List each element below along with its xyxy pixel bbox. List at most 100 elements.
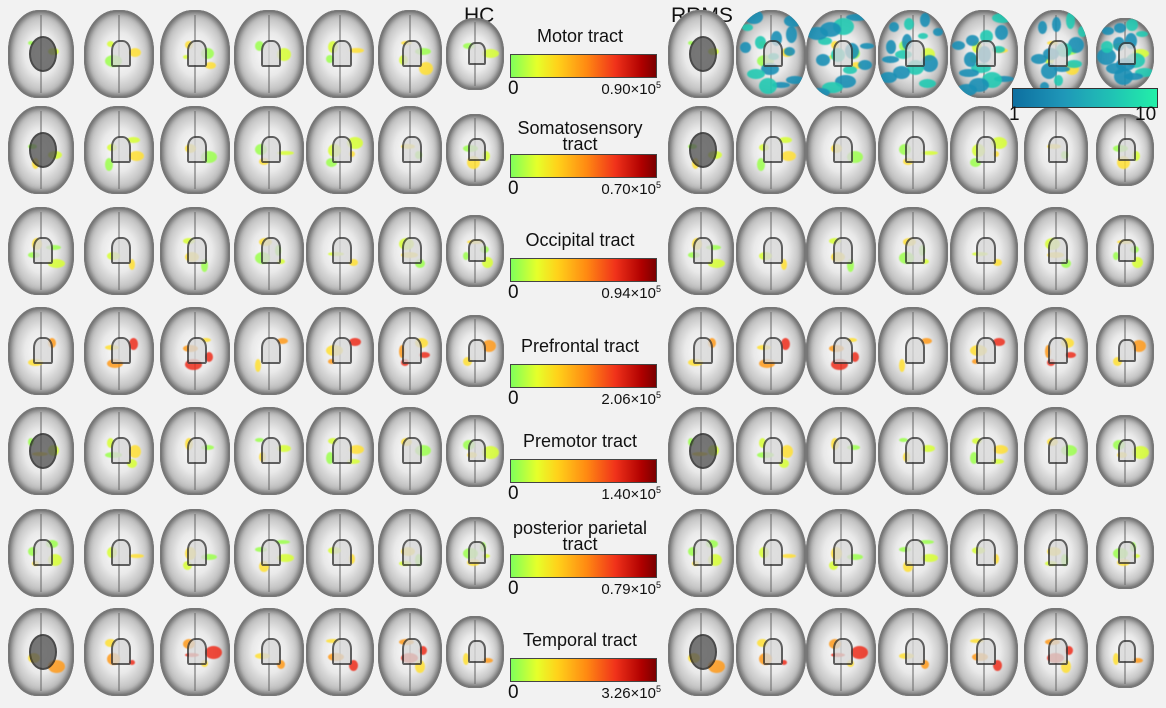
tract-colorbar <box>510 154 657 178</box>
hc-brain-slice <box>446 616 504 688</box>
hc-brain-slice <box>378 207 442 295</box>
rrms-brain-slice <box>878 106 948 194</box>
rrms-brain-slice <box>1096 315 1154 387</box>
tract-colorbar-max-coefficient: 0.94×10 <box>601 285 656 302</box>
hc-brain-slice <box>446 415 504 487</box>
tract-title: Somatosensory tract <box>517 118 643 154</box>
hc-brain-slice <box>160 207 230 295</box>
hc-brain-slice <box>306 10 374 98</box>
hc-brain-slice <box>234 106 304 194</box>
rrms-brain-slice <box>1096 215 1154 287</box>
rrms-brain-slice <box>736 509 806 597</box>
rrms-brain-slice <box>878 207 948 295</box>
rrms-brain-slice <box>736 307 806 395</box>
rrms-brain-slice <box>878 10 948 98</box>
hc-brain-slice <box>8 307 74 395</box>
hc-brain-slice <box>306 509 374 597</box>
hc-brain-slice <box>84 307 154 395</box>
tract-colorbar-max: 0.94×105 <box>601 284 661 302</box>
hc-brain-slice <box>378 106 442 194</box>
hc-brain-slice <box>160 307 230 395</box>
hc-brain-slice <box>160 608 230 696</box>
rrms-brain-slice <box>1096 18 1154 90</box>
tract-colorbar-max-exponent: 5 <box>655 390 661 400</box>
tract-legend: Occipital tract 0 0.94×105 <box>505 230 661 303</box>
rrms-brain-slice <box>668 207 734 295</box>
tract-colorbar <box>510 54 657 78</box>
tract-colorbar-max-coefficient: 0.79×10 <box>601 581 656 598</box>
rrms-brain-slice <box>806 10 876 98</box>
tract-colorbar <box>510 658 657 682</box>
tract-colorbar-min: 0 <box>508 682 519 703</box>
tract-colorbar-max-coefficient: 1.40×10 <box>601 486 656 503</box>
tract-colorbar-max-exponent: 5 <box>655 684 661 694</box>
hc-brain-slice <box>234 10 304 98</box>
hc-brain-slice <box>234 307 304 395</box>
tract-colorbar-max-coefficient: 0.70×10 <box>601 181 656 198</box>
rrms-brain-slice <box>1024 509 1088 597</box>
tract-colorbar <box>510 554 657 578</box>
rrms-brain-slice <box>1024 10 1088 98</box>
hc-brain-slice <box>160 509 230 597</box>
rrms-brain-slice <box>668 509 734 597</box>
hc-brain-slice <box>8 207 74 295</box>
rrms-brain-slice <box>878 509 948 597</box>
hc-brain-slice <box>446 517 504 589</box>
tract-legend: posterior parietal tract 0 0.79×105 <box>505 519 661 599</box>
hc-brain-slice <box>160 407 230 495</box>
tract-colorbar-min: 0 <box>508 483 519 504</box>
tract-colorbar-max-coefficient: 0.90×10 <box>601 81 656 98</box>
hc-brain-slice <box>306 608 374 696</box>
tract-colorbar-max: 0.90×105 <box>601 80 661 98</box>
tract-colorbar <box>510 258 657 282</box>
hc-brain-slice <box>84 407 154 495</box>
hc-brain-slice <box>160 106 230 194</box>
tract-colorbar-min: 0 <box>508 388 519 409</box>
hc-brain-slice <box>84 10 154 98</box>
hc-brain-slice <box>160 10 230 98</box>
hc-brain-slice <box>378 10 442 98</box>
rrms-brain-slice <box>950 10 1018 98</box>
tract-colorbar-max: 3.26×105 <box>601 684 661 702</box>
tract-colorbar-max: 0.79×105 <box>601 580 661 598</box>
rrms-brain-slice <box>1096 517 1154 589</box>
rrms-brain-slice <box>950 207 1018 295</box>
tract-colorbar-max-exponent: 5 <box>655 284 661 294</box>
rrms-brain-slice <box>806 608 876 696</box>
tract-colorbar-min: 0 <box>508 178 519 199</box>
tract-legend: Temporal tract 0 3.26×105 <box>505 630 661 703</box>
tract-colorbar-max: 1.40×105 <box>601 485 661 503</box>
hc-brain-slice <box>306 207 374 295</box>
rrms-brain-slice <box>950 509 1018 597</box>
rrms-brain-slice <box>736 106 806 194</box>
hc-brain-slice <box>84 207 154 295</box>
tract-title: Motor tract <box>536 26 624 46</box>
rrms-brain-slice <box>806 106 876 194</box>
tract-colorbar-max-exponent: 5 <box>655 180 661 190</box>
rrms-brain-slice <box>806 207 876 295</box>
hc-brain-slice <box>378 509 442 597</box>
hc-brain-slice <box>234 407 304 495</box>
lesion-colorbar <box>1012 88 1158 108</box>
rrms-brain-slice <box>668 10 734 98</box>
rrms-brain-slice <box>950 106 1018 194</box>
tract-colorbar-max: 0.70×105 <box>601 180 661 198</box>
lesion-colorbar-min: 1 <box>1009 104 1020 125</box>
hc-brain-slice <box>446 18 504 90</box>
rrms-brain-slice <box>1096 415 1154 487</box>
tract-title: Temporal tract <box>522 630 638 650</box>
rrms-brain-slice <box>950 407 1018 495</box>
rrms-brain-slice <box>1024 106 1088 194</box>
rrms-brain-slice <box>736 407 806 495</box>
rrms-brain-slice <box>1024 608 1088 696</box>
tract-title: Prefrontal tract <box>520 336 640 356</box>
tract-colorbar-max-exponent: 5 <box>655 80 661 90</box>
tract-title: Occipital tract <box>525 230 635 250</box>
hc-brain-slice <box>306 407 374 495</box>
rrms-brain-slice <box>736 608 806 696</box>
tract-colorbar-min: 0 <box>508 578 519 599</box>
hc-brain-slice <box>84 106 154 194</box>
tract-colorbar-max-coefficient: 3.26×10 <box>601 685 656 702</box>
hc-brain-slice <box>8 509 74 597</box>
